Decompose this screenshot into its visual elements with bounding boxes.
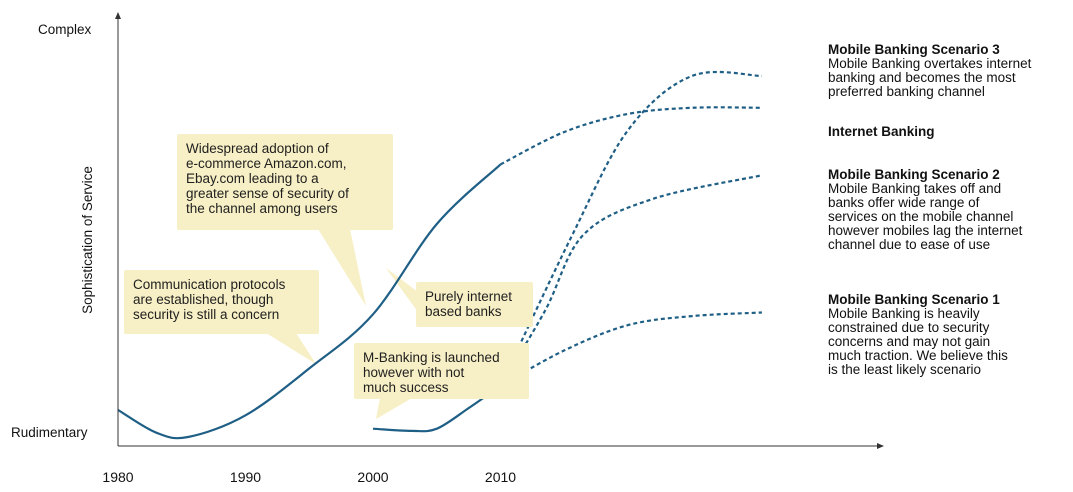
annotation-scenario-1-text: Mobile Banking is heavily constrained du…	[828, 306, 1008, 377]
series-3-line	[372, 384, 502, 433]
x-tick-label: 2010	[485, 469, 516, 485]
y-axis-label: Sophistication of Service	[80, 166, 95, 314]
mobile-banking-scenario-1-line	[499, 311, 762, 387]
y-axis-arrow	[115, 12, 121, 19]
annotation-scenario-2-title: Mobile Banking Scenario 2	[828, 167, 1000, 182]
series-1-line	[117, 163, 502, 440]
callout-mbanking-launch: M-Banking is launched however with not m…	[354, 343, 529, 399]
x-tick-label: 1990	[230, 469, 261, 485]
x-tick-label: 1980	[102, 469, 133, 485]
annotation-scenario-2-text: Mobile Banking takes off and banks offer…	[828, 181, 1023, 252]
annotation-scenario-3-title: Mobile Banking Scenario 3	[828, 42, 1000, 57]
callout-internet-banks: Purely internet based banks	[416, 282, 533, 327]
annotation-scenario-1: Mobile Banking Scenario 1 Mobile Banking…	[828, 293, 1008, 377]
internet-banking-line	[500, 106, 762, 166]
annotation-scenario-2: Mobile Banking Scenario 2 Mobile Banking…	[828, 168, 1022, 252]
x-axis-arrow	[877, 443, 884, 449]
annotation-scenario-1-title: Mobile Banking Scenario 1	[828, 292, 1000, 307]
mobile-banking-scenario-2-line	[499, 174, 763, 387]
annotation-internet-banking-title: Internet Banking	[828, 124, 935, 139]
annotation-internet-banking: Internet Banking	[828, 125, 935, 139]
callout-mbanking-launch-tail	[376, 398, 412, 419]
y-level-bottom: Rudimentary	[11, 425, 88, 440]
callout-protocols: Communication protocols are established,…	[124, 270, 319, 334]
annotation-scenario-3: Mobile Banking Scenario 3 Mobile Banking…	[828, 43, 1031, 99]
x-tick-label: 2000	[357, 469, 388, 485]
y-level-top: Complex	[38, 22, 92, 37]
mobile-banking-scenario-3-line	[499, 70, 762, 387]
callout-ecommerce: Widespread adoption of e-commerce Amazon…	[177, 134, 393, 230]
callout-protocols-tail	[266, 333, 316, 364]
callout-internet-banks-tail	[386, 268, 418, 312]
annotation-scenario-3-text: Mobile Banking overtakes internet bankin…	[828, 56, 1032, 99]
callout-ecommerce-tail	[318, 229, 366, 306]
